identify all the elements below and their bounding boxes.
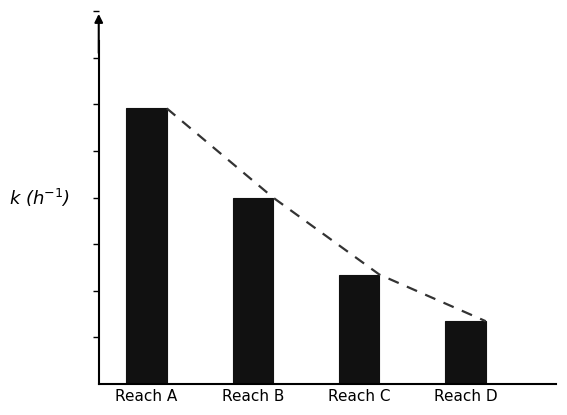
Bar <box>126 108 167 384</box>
Text: $k$ (h$^{-1}$): $k$ (h$^{-1}$) <box>9 186 70 209</box>
Bar <box>445 321 486 384</box>
Bar <box>339 275 379 384</box>
Bar <box>232 198 273 384</box>
